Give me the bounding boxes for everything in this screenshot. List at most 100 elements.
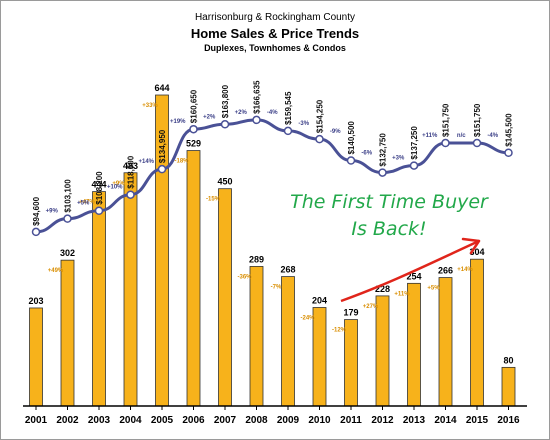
sales-label: 179 (343, 308, 358, 318)
price-change-label: +11% (422, 133, 438, 139)
price-point-2002 (63, 214, 72, 223)
price-label: $159,545 (284, 91, 293, 125)
price-points (31, 115, 513, 237)
price-change-label: +2% (203, 114, 216, 120)
sales-label: 203 (28, 296, 43, 306)
sales-label: 644 (154, 83, 169, 93)
bar-2014 (438, 277, 453, 407)
price-change-label: +3% (392, 156, 405, 162)
sales-label: 529 (186, 139, 201, 149)
price-label: $163,800 (221, 84, 230, 118)
annotation-line-2: Is Back! (351, 218, 426, 240)
bar-2009 (281, 276, 295, 407)
price-point-2009 (283, 126, 293, 136)
sales-change-label: +47% (79, 200, 95, 206)
sales-label: 204 (312, 295, 327, 305)
sales-change-label: -24% (300, 315, 315, 321)
sales-change-label: -15% (206, 197, 221, 203)
price-change-label: +10% (107, 185, 123, 191)
x-tick-labels: 2001 2002 2003 2004 2005 2006 2007 2008 2009 2010… (25, 406, 520, 426)
price-change-label: -4% (487, 133, 498, 139)
price-label: $94,600 (32, 196, 41, 225)
sales-change-label: +14% (457, 267, 473, 273)
x-tick-label: 2015 (466, 415, 489, 426)
x-tick-label: 2009 (277, 415, 300, 426)
price-point-2012 (378, 168, 387, 177)
price-point-2014 (441, 138, 450, 148)
price-change-label: -6% (361, 151, 372, 157)
x-tick-label: 2005 (151, 415, 174, 426)
bar-2012 (375, 295, 390, 407)
sales-change-label: +9% (112, 181, 125, 187)
bar-2016 (501, 366, 516, 407)
x-tick-label: 2014 (434, 415, 457, 426)
price-point-2007 (220, 120, 230, 129)
chart-title: Harrisonburg & Rockingham County (195, 12, 355, 23)
x-tick-label: 2011 (340, 415, 362, 426)
sales-change-label: +49% (48, 268, 64, 274)
x-tick-label: 2004 (119, 415, 142, 426)
price-label: $154,250 (316, 99, 325, 133)
x-tick-label: 2007 (214, 415, 237, 426)
sales-label: 302 (60, 248, 75, 258)
price-point-2008 (252, 115, 261, 125)
sales-change-label: -18% (174, 159, 189, 165)
sales-value-labels: 203 302 444 483 644 529 450 289 268 204 179 228 254 2… (28, 83, 513, 365)
x-tick-label: 2003 (88, 415, 111, 426)
price-label: $103,100 (64, 179, 73, 213)
sales-label: 228 (375, 284, 390, 294)
price-point-2001 (31, 227, 41, 237)
sales-label: 80 (503, 355, 513, 365)
x-tick-label: 2008 (245, 415, 268, 426)
x-tick-label: 2006 (182, 415, 205, 426)
price-point-2003 (94, 206, 104, 215)
price-label: $132,750 (379, 133, 388, 167)
sales-change-label: +33% (142, 103, 158, 109)
bar-2004 (123, 172, 138, 407)
price-point-2006 (189, 124, 198, 134)
price-change-labels: +9% +5% +10% +14% +19% +2% +2% -4% -3% -9% -6% +3% +… (46, 110, 499, 215)
sales-change-label: -36% (237, 274, 252, 280)
sales-change-label: -12% (332, 328, 347, 334)
sales-change-label: +27% (363, 304, 379, 310)
annotation-arrow-shaft (340, 239, 480, 303)
x-tick-label: 2012 (371, 415, 394, 426)
sales-label: 444 (91, 180, 106, 190)
price-change-label: +2% (235, 110, 248, 116)
bar-2008 (249, 266, 264, 407)
sales-label: 268 (280, 265, 295, 275)
price-change-label: n/c (457, 133, 466, 139)
sales-bars (29, 94, 516, 407)
annotation-arrow-head (461, 237, 481, 255)
price-label: $166,635 (253, 80, 262, 114)
sales-label: 304 (469, 247, 484, 257)
bar-2013 (407, 282, 421, 407)
price-label: $134,950 (158, 129, 167, 163)
price-change-label: +14% (138, 159, 154, 165)
sales-label: 483 (123, 161, 138, 171)
bar-2015 (470, 258, 484, 407)
price-point-2015 (472, 138, 482, 148)
bar-2007 (218, 188, 232, 407)
price-label: $108,200 (95, 171, 104, 205)
price-label: $151,750 (473, 103, 482, 137)
price-value-labels: $94,600 $103,100 $108,200 $118,500 $134,950 $… (32, 80, 514, 226)
bar-2010 (312, 307, 327, 407)
price-change-label: -9% (330, 129, 341, 135)
price-point-2005 (157, 164, 167, 174)
price-label: $160,650 (190, 89, 199, 123)
sales-label: 266 (438, 266, 453, 276)
price-change-label: -4% (267, 110, 278, 116)
sales-change-label: +11% (394, 291, 410, 297)
bar-2002 (60, 259, 75, 407)
bar-2001 (29, 307, 43, 407)
sales-label: 450 (217, 177, 232, 187)
price-point-2004 (126, 190, 135, 199)
sales-change-label: +5% (427, 286, 440, 292)
price-label: $118,500 (127, 155, 136, 188)
price-label: $145,500 (505, 113, 514, 147)
price-label: $140,500 (347, 121, 356, 155)
price-point-2010 (315, 134, 324, 144)
